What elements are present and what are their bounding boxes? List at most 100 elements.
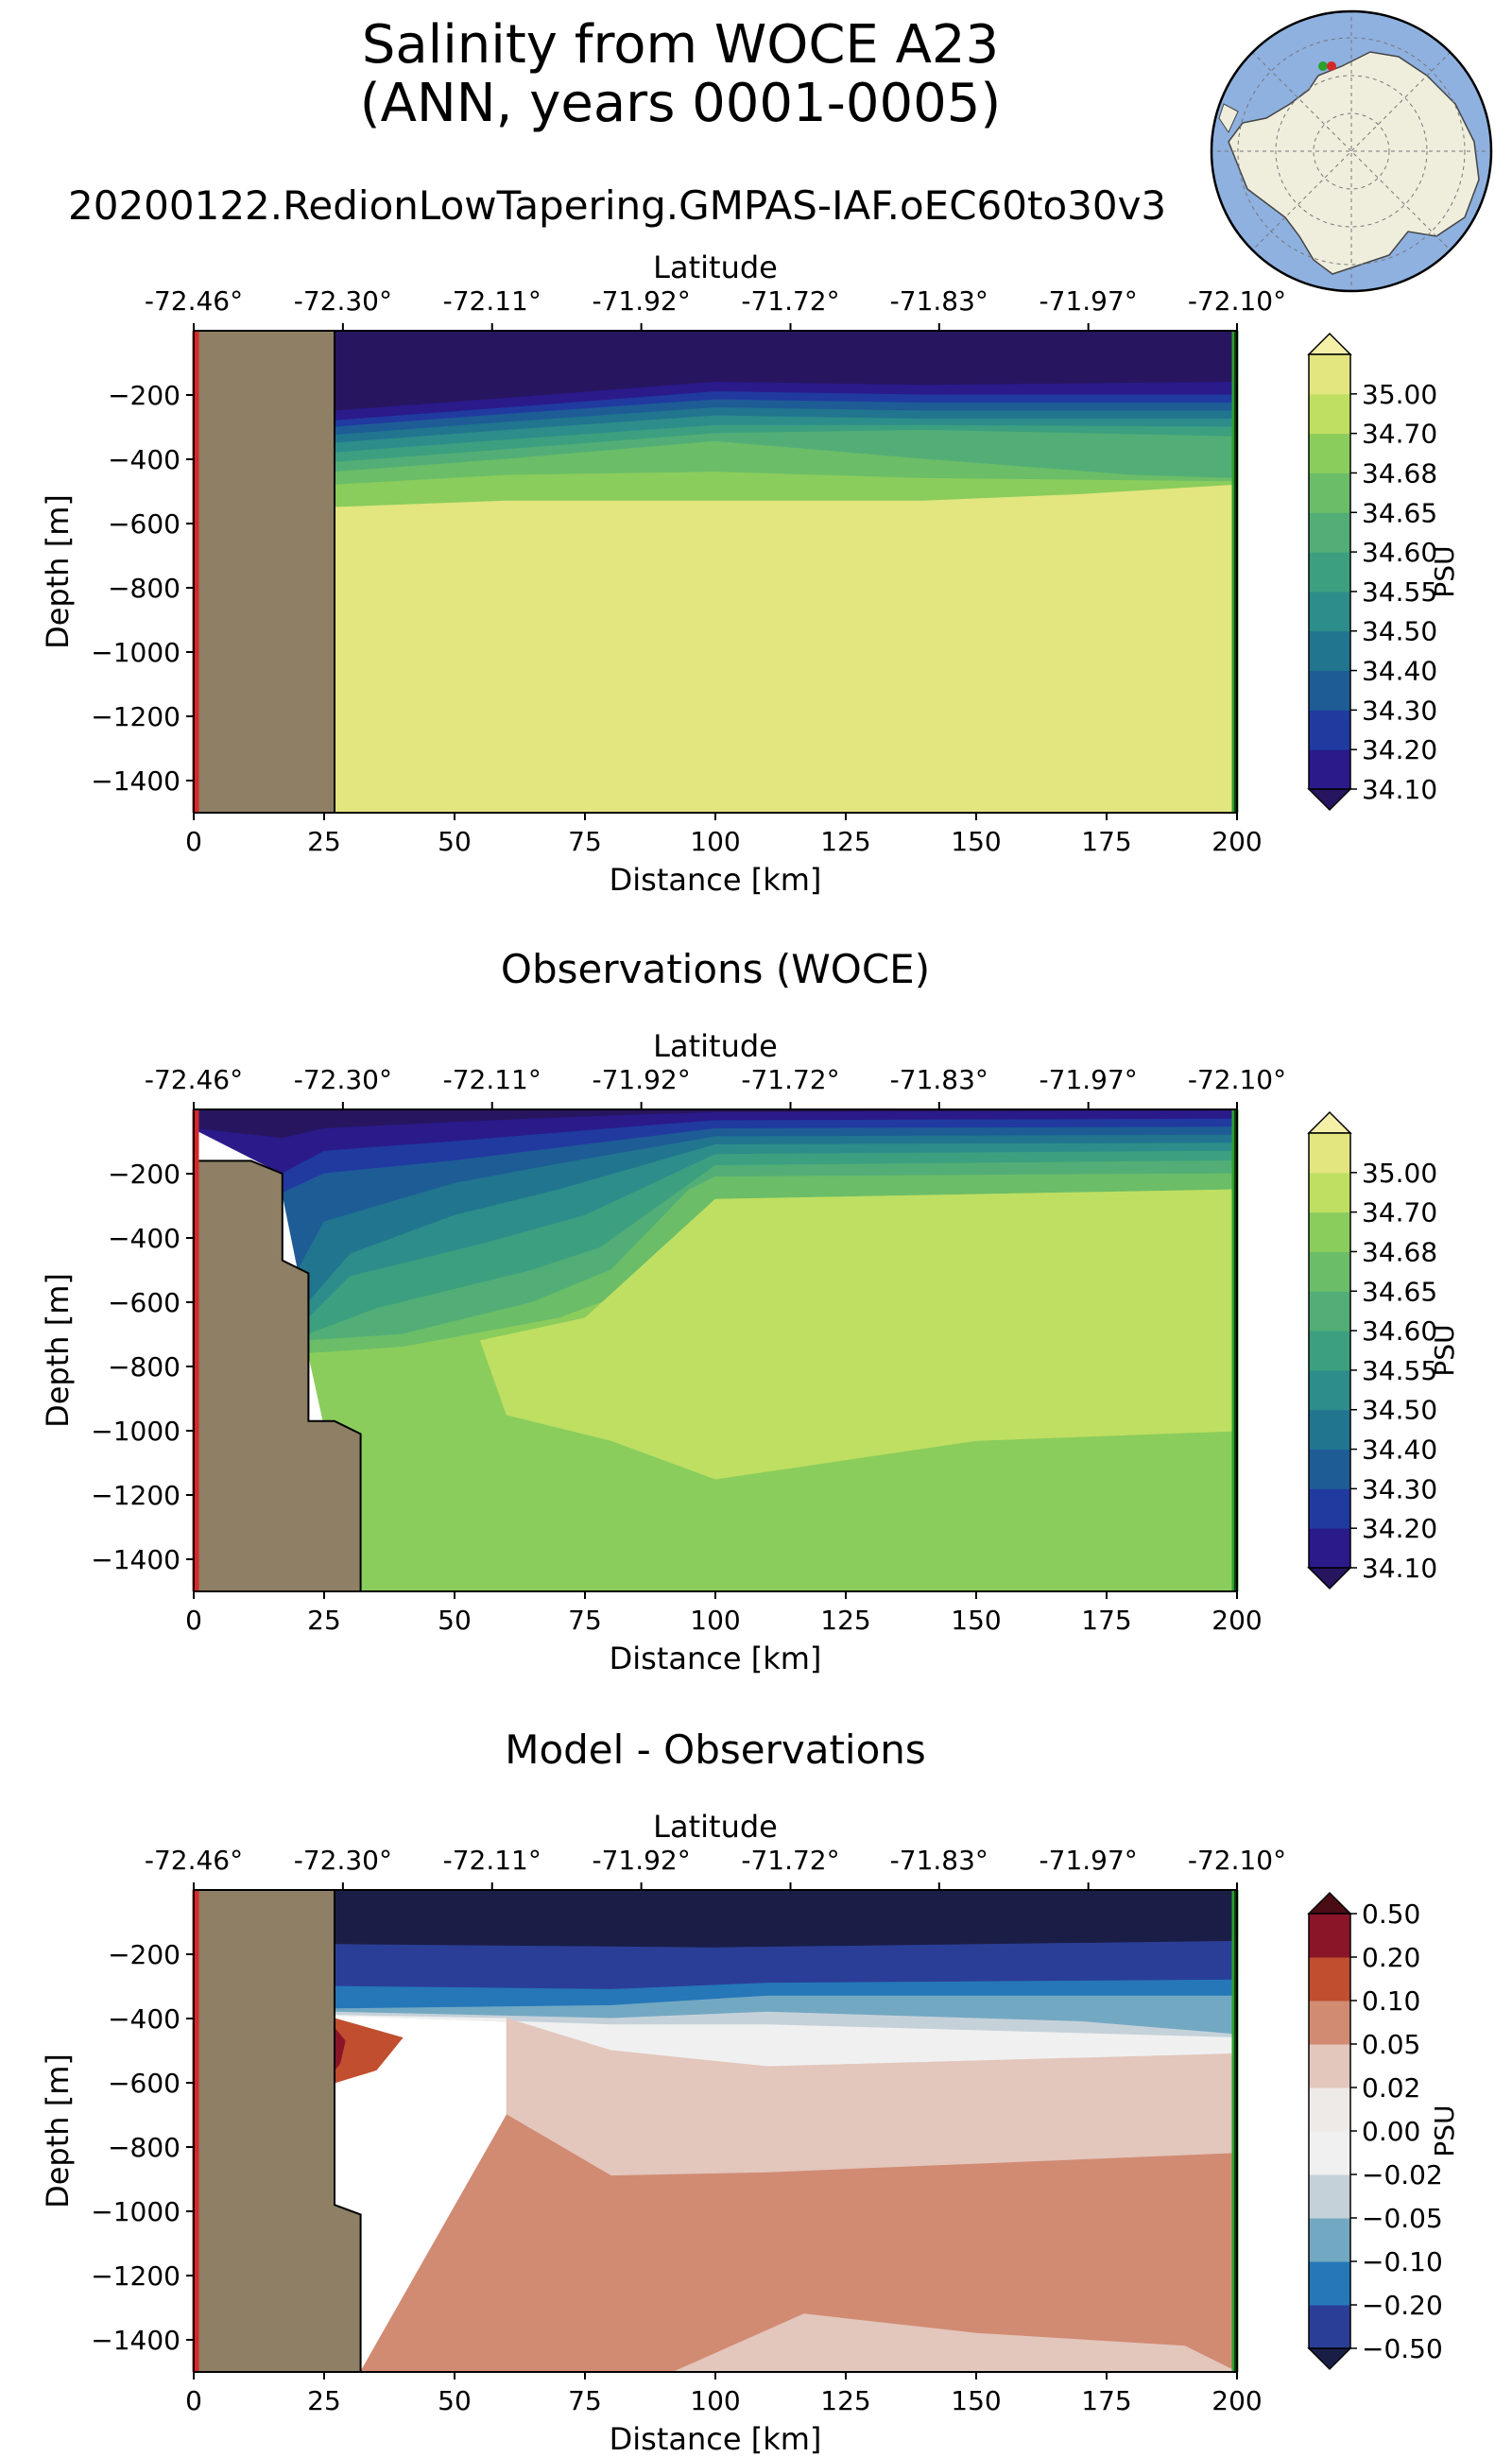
colorbar-segment [1309, 591, 1350, 632]
lat-tick-label: -71.83° [890, 1845, 988, 1876]
contour-band [673, 2313, 1237, 2372]
lat-tick-label: -71.72° [741, 285, 839, 317]
y-tick-label: −1000 [91, 637, 180, 668]
section-end-marker [1318, 61, 1328, 71]
colorbar-tick-label: 0.20 [1362, 1942, 1420, 1973]
colorbar-tick-label: −0.02 [1362, 2159, 1443, 2191]
x-tick-label: 100 [690, 2385, 740, 2416]
lat-tick-label: -71.92° [592, 1845, 690, 1876]
colorbar-segment [1309, 433, 1350, 473]
colorbar-tick-label: 34.55 [1362, 1355, 1437, 1386]
colorbar-segment [1309, 393, 1350, 435]
x-tick-label: 175 [1081, 1605, 1131, 1636]
x-axis-label: Distance [km] [610, 1641, 822, 1676]
plot-area [194, 331, 1237, 813]
contour-band [360, 2114, 1237, 2372]
colorbar-segment [1309, 1369, 1350, 1411]
lat-tick-label: -72.46° [145, 1064, 243, 1095]
colorbar-tick-label: 0.02 [1362, 2072, 1420, 2104]
colorbar-tick-label: 0.00 [1362, 2116, 1420, 2147]
y-tick-label: −800 [108, 573, 180, 604]
x-tick-label: 150 [951, 1605, 1001, 1636]
colorbar-over-extend [1307, 1891, 1352, 1915]
colorbar-tick-label: 0.50 [1362, 1899, 1420, 1930]
colorbar-under-extend [1307, 2347, 1352, 2371]
x-tick-label: 50 [438, 2385, 472, 2416]
colorbar: 34.10 34.20 34.30 34.40 34.50 34.55 34.60 34.65… [1307, 332, 1460, 812]
colorbar-tick-label: 34.60 [1362, 537, 1437, 568]
contour-band [334, 1890, 1237, 1949]
colorbar-tick-label: 34.50 [1362, 616, 1437, 647]
colorbar-segment [1309, 1291, 1350, 1332]
x-tick-label: 25 [307, 826, 341, 857]
colorbar-segment [1309, 354, 1350, 395]
colorbar-tick-label: −0.50 [1362, 2333, 1443, 2364]
y-tick-label: −1000 [91, 1416, 180, 1447]
colorbar-segment [1309, 1488, 1350, 1529]
colorbar-segment [1309, 710, 1350, 750]
x-tick-label: 25 [307, 1605, 341, 1636]
x-tick-label: 75 [568, 1605, 602, 1636]
colorbar-tick-label: 35.00 [1362, 379, 1437, 410]
colorbar-segment [1309, 1528, 1350, 1569]
colorbar-segment [1309, 512, 1350, 553]
panel-title-observations: Observations (WOCE) [501, 946, 930, 992]
x-tick-label: 0 [185, 826, 202, 857]
colorbar-segment [1309, 1331, 1350, 1371]
top-axis-label: Latitude [653, 1028, 778, 1064]
colorbar-tick-label: 0.10 [1362, 1985, 1420, 2017]
colorbar-tick-label: 34.70 [1362, 419, 1437, 450]
colorbar-tick-label: 34.30 [1362, 695, 1437, 726]
y-tick-label: −200 [108, 380, 180, 411]
colorbar-segment [1309, 630, 1350, 672]
colorbar-segment [1309, 1449, 1350, 1489]
colorbar-label: PSU [1429, 545, 1460, 597]
lat-tick-label: -71.72° [741, 1064, 839, 1095]
top-axis-label: Latitude [653, 1809, 778, 1845]
y-tick-label: −1400 [91, 1544, 180, 1575]
lat-tick-label: -72.11° [443, 1064, 541, 1095]
x-tick-label: 0 [185, 2385, 202, 2416]
y-tick-label: −600 [108, 508, 180, 540]
panel-bias: 0 25 50 75 100 125 150 175 200 −200 −400 −600 −800 −1… [40, 1809, 1460, 2457]
lat-tick-label: -72.30° [294, 1064, 392, 1095]
panel-model: 0 25 50 75 100 125 150 175 200 −200 −400 −600 −800 −1… [40, 249, 1460, 898]
contour-band [334, 484, 1237, 813]
y-tick-label: −1200 [91, 701, 180, 732]
colorbar-segment [1309, 1172, 1350, 1213]
colorbar-tick-label: 34.55 [1362, 576, 1437, 608]
figure-title-line2: (ANN, years 0001-0005) [360, 73, 1002, 134]
lat-tick-label: -72.30° [294, 285, 392, 317]
y-tick-label: −1200 [91, 1480, 180, 1511]
x-tick-label: 150 [951, 2385, 1001, 2416]
inset-map [1210, 9, 1493, 293]
colorbar-segment [1309, 1211, 1350, 1252]
lat-tick-label: -72.10° [1188, 1845, 1286, 1876]
y-tick-label: −400 [108, 2003, 180, 2035]
y-tick-label: −1400 [91, 765, 180, 797]
lat-tick-label: -72.46° [145, 285, 243, 317]
bathymetry [194, 1890, 362, 2372]
x-tick-label: 200 [1211, 826, 1262, 857]
colorbar-segment [1309, 1957, 1350, 2002]
colorbar-segment [1309, 2131, 1350, 2175]
x-tick-label: 200 [1211, 1605, 1262, 1636]
colorbar-label: PSU [1429, 2105, 1460, 2156]
lat-tick-label: -71.97° [1040, 1845, 1138, 1876]
x-tick-label: 0 [185, 1605, 202, 1636]
y-tick-label: −800 [108, 1351, 180, 1383]
lat-tick-label: -71.92° [592, 1064, 690, 1095]
colorbar-over-extend [1307, 332, 1352, 355]
lat-tick-label: -71.83° [890, 1064, 988, 1095]
x-axis-label: Distance [km] [610, 2421, 822, 2457]
colorbar-segment [1309, 670, 1350, 711]
colorbar-segment [1309, 1914, 1350, 1958]
colorbar-segment [1309, 2044, 1350, 2088]
colorbar-tick-label: −0.05 [1362, 2203, 1443, 2234]
lat-tick-label: -71.72° [741, 1845, 839, 1876]
x-tick-label: 50 [438, 1605, 472, 1636]
x-tick-label: 175 [1081, 2385, 1131, 2416]
y-tick-label: −600 [108, 1287, 180, 1318]
lat-tick-label: -71.97° [1040, 285, 1138, 317]
